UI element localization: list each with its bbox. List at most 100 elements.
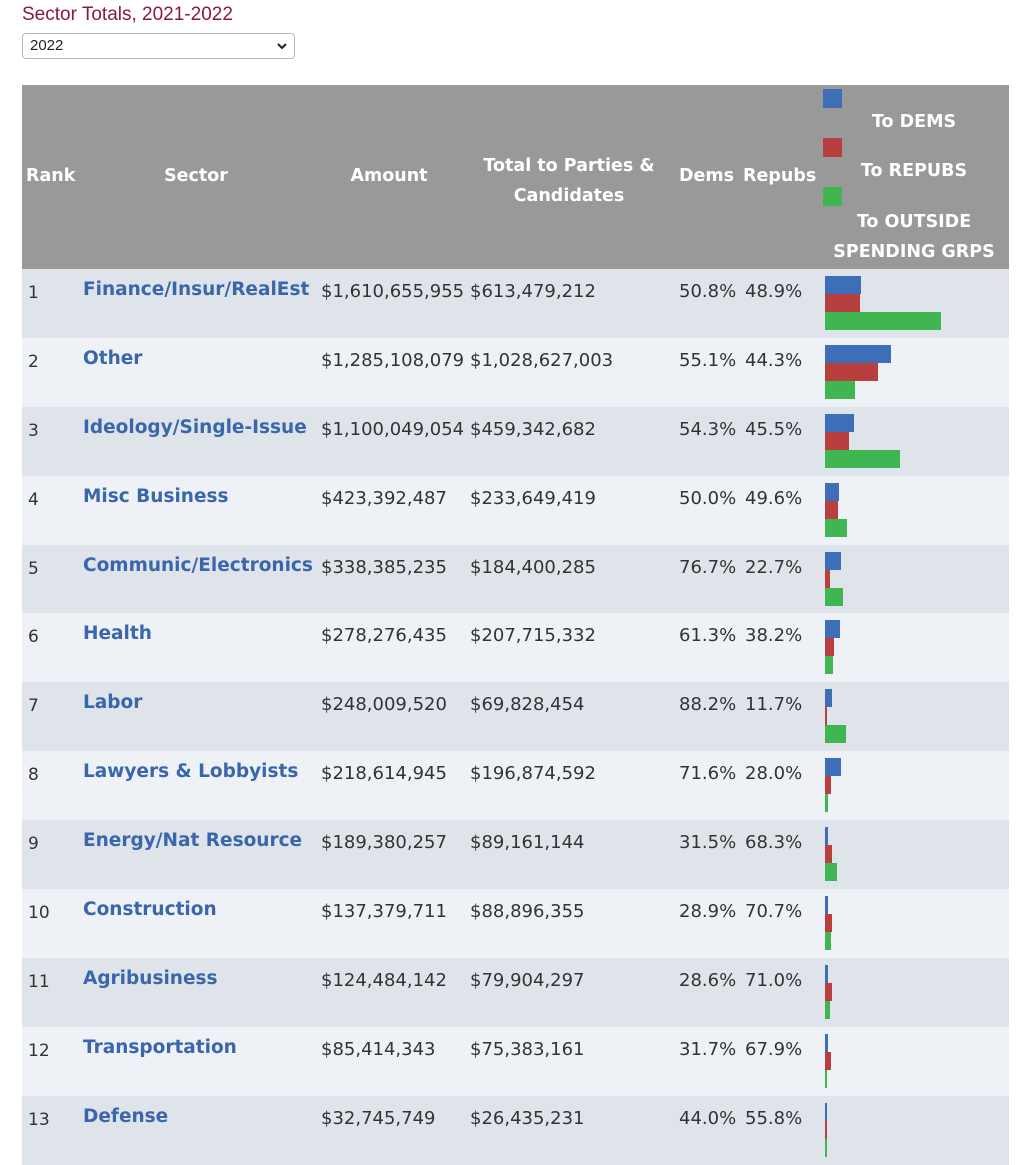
page-title: Sector Totals, 2021-2022 bbox=[22, 4, 233, 25]
amount-cell: $124,484,142 bbox=[321, 969, 447, 991]
rank-cell: 9 bbox=[28, 834, 39, 855]
repubs-pct-cell: 45.5% bbox=[745, 418, 803, 440]
dems-bar bbox=[825, 344, 891, 363]
rank-cell: 4 bbox=[28, 489, 39, 510]
dems-pct-cell: 71.6% bbox=[679, 763, 737, 785]
amount-cell: $338,385,235 bbox=[321, 556, 447, 578]
total-cell: $184,400,285 bbox=[470, 556, 596, 578]
legend-dems-swatch bbox=[823, 89, 842, 108]
legend-dems-label: To DEMS bbox=[871, 112, 957, 132]
table-row: 6 Health $278,276,435 $207,715,332 61.3% 38.2… bbox=[22, 613, 1009, 683]
sector-link[interactable]: Construction bbox=[83, 899, 217, 921]
outside-bar bbox=[825, 1138, 827, 1157]
outside-bar bbox=[825, 1069, 827, 1088]
table-row: 8 Lawyers & Lobbyists $218,614,945 $196,874… bbox=[22, 751, 1009, 821]
sector-link[interactable]: Communic/Electronics bbox=[83, 554, 313, 576]
repubs-bar bbox=[825, 1120, 827, 1139]
sector-link[interactable]: Lawyers & Lobbyists bbox=[83, 761, 299, 783]
repubs-pct-cell: 71.0% bbox=[745, 969, 803, 991]
dems-pct-cell: 31.5% bbox=[679, 832, 737, 854]
total-cell: $1,028,627,003 bbox=[470, 349, 614, 371]
outside-bar bbox=[825, 656, 833, 675]
header-rank[interactable]: Rank bbox=[26, 166, 76, 186]
bar-group bbox=[825, 276, 941, 330]
header-dems[interactable]: Dems bbox=[679, 166, 735, 186]
sector-link[interactable]: Energy/Nat Resource bbox=[83, 830, 303, 852]
sector-link[interactable]: Finance/Insur/RealEst bbox=[83, 279, 310, 300]
outside-bar bbox=[825, 380, 855, 399]
table-row: 13 Defense $32,745,749 $26,435,231 44.0% 55.8… bbox=[22, 1095, 1009, 1165]
total-cell: $75,383,161 bbox=[470, 1038, 585, 1060]
amount-cell: $248,009,520 bbox=[321, 694, 447, 716]
bar-group bbox=[825, 964, 832, 1019]
dems-bar bbox=[825, 276, 861, 294]
legend-repubs-label: To REPUBS bbox=[860, 161, 968, 181]
legend-outside-swatch bbox=[823, 187, 842, 206]
rank-cell: 11 bbox=[28, 971, 50, 992]
dems-pct-cell: 54.3% bbox=[679, 418, 737, 440]
amount-cell: $423,392,487 bbox=[321, 487, 447, 509]
bar-group bbox=[825, 896, 832, 951]
bar-group bbox=[825, 413, 900, 468]
table-header: Rank Sector Amount Total to Parties & Ca… bbox=[22, 85, 1009, 269]
total-cell: $459,342,682 bbox=[470, 418, 596, 440]
sector-link[interactable]: Agribusiness bbox=[83, 967, 218, 989]
bar-group bbox=[825, 689, 846, 744]
repubs-pct-cell: 68.3% bbox=[745, 832, 803, 854]
bar-group bbox=[825, 827, 837, 882]
amount-cell: $137,379,711 bbox=[321, 901, 447, 923]
table-row: 3 Ideology/Single-Issue $1,100,049,054 $459… bbox=[22, 406, 1009, 476]
total-cell: $69,828,454 bbox=[470, 694, 585, 716]
dems-bar bbox=[825, 551, 841, 570]
sector-link[interactable]: Transportation bbox=[83, 1036, 237, 1058]
dems-pct-cell: 76.7% bbox=[679, 556, 737, 578]
bar-group bbox=[825, 482, 847, 537]
outside-bar bbox=[825, 863, 837, 882]
rank-cell: 6 bbox=[28, 627, 39, 648]
sector-link[interactable]: Ideology/Single-Issue bbox=[83, 416, 307, 438]
table-row: 10 Construction $137,379,711 $88,896,355 28.… bbox=[22, 889, 1009, 958]
repubs-bar bbox=[825, 500, 838, 519]
dems-bar bbox=[825, 758, 841, 777]
header-amount[interactable]: Amount bbox=[350, 166, 428, 186]
sector-link[interactable]: Misc Business bbox=[83, 485, 229, 507]
dems-pct-cell: 44.0% bbox=[679, 1107, 737, 1129]
repubs-pct-cell: 48.9% bbox=[745, 281, 803, 302]
total-cell: $207,715,332 bbox=[470, 625, 596, 647]
header-sector[interactable]: Sector bbox=[164, 166, 228, 186]
sector-link[interactable]: Defense bbox=[83, 1105, 169, 1127]
dems-pct-cell: 50.8% bbox=[679, 281, 737, 302]
repubs-pct-cell: 28.0% bbox=[745, 763, 803, 785]
table-row: 11 Agribusiness $124,484,142 $79,904,297 28.… bbox=[22, 957, 1009, 1027]
repubs-pct-cell: 44.3% bbox=[745, 349, 803, 371]
rank-cell: 8 bbox=[28, 765, 39, 786]
bar-group bbox=[825, 1033, 831, 1088]
bar-group bbox=[825, 758, 841, 813]
dems-pct-cell: 28.6% bbox=[679, 969, 737, 991]
dems-bar bbox=[825, 689, 832, 708]
dems-pct-cell: 61.3% bbox=[679, 625, 737, 647]
dems-bar bbox=[825, 896, 828, 915]
sector-link[interactable]: Other bbox=[83, 347, 143, 369]
repubs-pct-cell: 55.8% bbox=[745, 1107, 803, 1129]
header-total[interactable]: Total to Parties & Candidates bbox=[474, 151, 664, 211]
table-row: 4 Misc Business $423,392,487 $233,649,419 50… bbox=[22, 475, 1009, 545]
sector-link[interactable]: Labor bbox=[83, 692, 143, 714]
amount-cell: $278,276,435 bbox=[321, 625, 447, 647]
bar-group bbox=[825, 551, 843, 606]
dems-bar bbox=[825, 413, 854, 432]
outside-bar bbox=[825, 518, 847, 537]
header-repubs[interactable]: Repubs bbox=[743, 166, 817, 186]
rank-cell: 10 bbox=[28, 903, 50, 924]
total-cell: $613,479,212 bbox=[470, 281, 596, 302]
table-row: 1 Finance/Insur/RealEst $1,610,655,955 $613… bbox=[22, 269, 1009, 338]
bar-group bbox=[825, 620, 840, 675]
year-select[interactable]: 2022 bbox=[22, 33, 295, 59]
outside-bar bbox=[825, 312, 941, 330]
table-row: 5 Communic/Electronics $338,385,235 $184,40… bbox=[22, 544, 1009, 614]
sector-link[interactable]: Health bbox=[83, 623, 152, 645]
table-row: 12 Transportation $85,414,343 $75,383,161 31… bbox=[22, 1026, 1009, 1096]
rank-cell: 2 bbox=[28, 351, 39, 372]
amount-cell: $1,610,655,955 bbox=[321, 281, 465, 302]
total-cell: $89,161,144 bbox=[470, 832, 585, 854]
